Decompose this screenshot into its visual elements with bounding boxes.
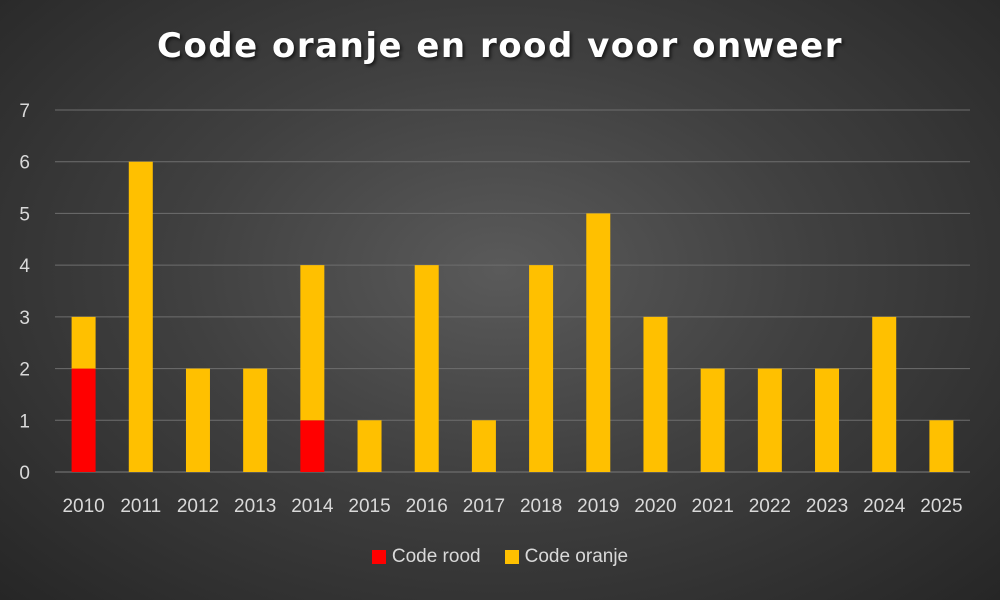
- bar-2016-code-oranje: [414, 265, 439, 472]
- legend-swatch-code-rood: [371, 550, 386, 564]
- x-tick-label: 2011: [120, 496, 161, 517]
- bar-2013-code-oranje: [243, 368, 268, 472]
- x-tick-label: 2025: [920, 496, 962, 517]
- y-tick-label: 0: [19, 463, 30, 484]
- bar-2018-code-oranje: [529, 265, 554, 472]
- x-tick-label: 2018: [520, 496, 562, 517]
- bar-2025-code-oranje: [929, 420, 954, 472]
- bar-2015-code-oranje: [357, 420, 382, 472]
- bar-2023-code-oranje: [815, 368, 840, 472]
- x-tick-label: 2014: [291, 496, 334, 517]
- x-tick-label: 2022: [749, 496, 791, 517]
- bar-2020-code-oranje: [643, 316, 668, 472]
- bar-2021-code-oranje: [700, 368, 725, 472]
- x-tick-label: 2010: [62, 496, 104, 517]
- chart-title: Code oranje en rood voor onweer: [157, 26, 843, 66]
- y-axis-ticks: 0 1 2 3 4 5 6 7: [19, 101, 30, 484]
- y-tick-label: 3: [19, 308, 30, 329]
- x-tick-label: 2021: [692, 496, 734, 517]
- bar-2010-code-rood: [71, 368, 96, 472]
- y-tick-label: 5: [19, 204, 30, 225]
- x-tick-label: 2017: [463, 496, 505, 517]
- bar-2014-code-oranje: [300, 265, 325, 421]
- y-tick-label: 6: [19, 153, 30, 174]
- x-tick-label: 2012: [177, 496, 219, 517]
- legend: Code rood Code oranje: [0, 546, 1000, 568]
- bar-2012-code-oranje: [185, 368, 210, 472]
- bar-2022-code-oranje: [757, 368, 782, 472]
- x-tick-label: 2016: [406, 496, 448, 517]
- legend-swatch-code-oranje: [504, 550, 519, 564]
- bar-2010-code-oranje: [71, 316, 96, 369]
- y-tick-label: 1: [19, 411, 30, 432]
- x-tick-label: 2013: [234, 496, 276, 517]
- y-tick-label: 2: [19, 360, 30, 381]
- legend-label-code-rood: Code rood: [391, 546, 481, 567]
- legend-item-code-rood: Code rood: [371, 546, 481, 568]
- x-tick-label: 2023: [806, 496, 848, 517]
- bars: [71, 161, 954, 472]
- x-tick-label: 2019: [577, 496, 619, 517]
- y-tick-label: 7: [19, 101, 30, 122]
- legend-label-code-oranje: Code oranje: [524, 546, 629, 567]
- y-tick-label: 4: [19, 256, 30, 277]
- bar-2011-code-oranje: [128, 161, 153, 472]
- legend-item-code-oranje: Code oranje: [504, 546, 629, 568]
- bar-2017-code-oranje: [471, 420, 496, 472]
- bar-2014-code-rood: [300, 420, 325, 472]
- x-tick-label: 2020: [634, 496, 676, 517]
- bar-2019-code-oranje: [586, 213, 611, 472]
- x-axis-ticks: 2010 2011 2012 2013 2014 2015 2016 2017 2018 2019…: [62, 496, 962, 517]
- bar-2024-code-oranje: [872, 316, 897, 472]
- x-tick-label: 2015: [348, 496, 390, 517]
- x-tick-label: 2024: [863, 496, 906, 517]
